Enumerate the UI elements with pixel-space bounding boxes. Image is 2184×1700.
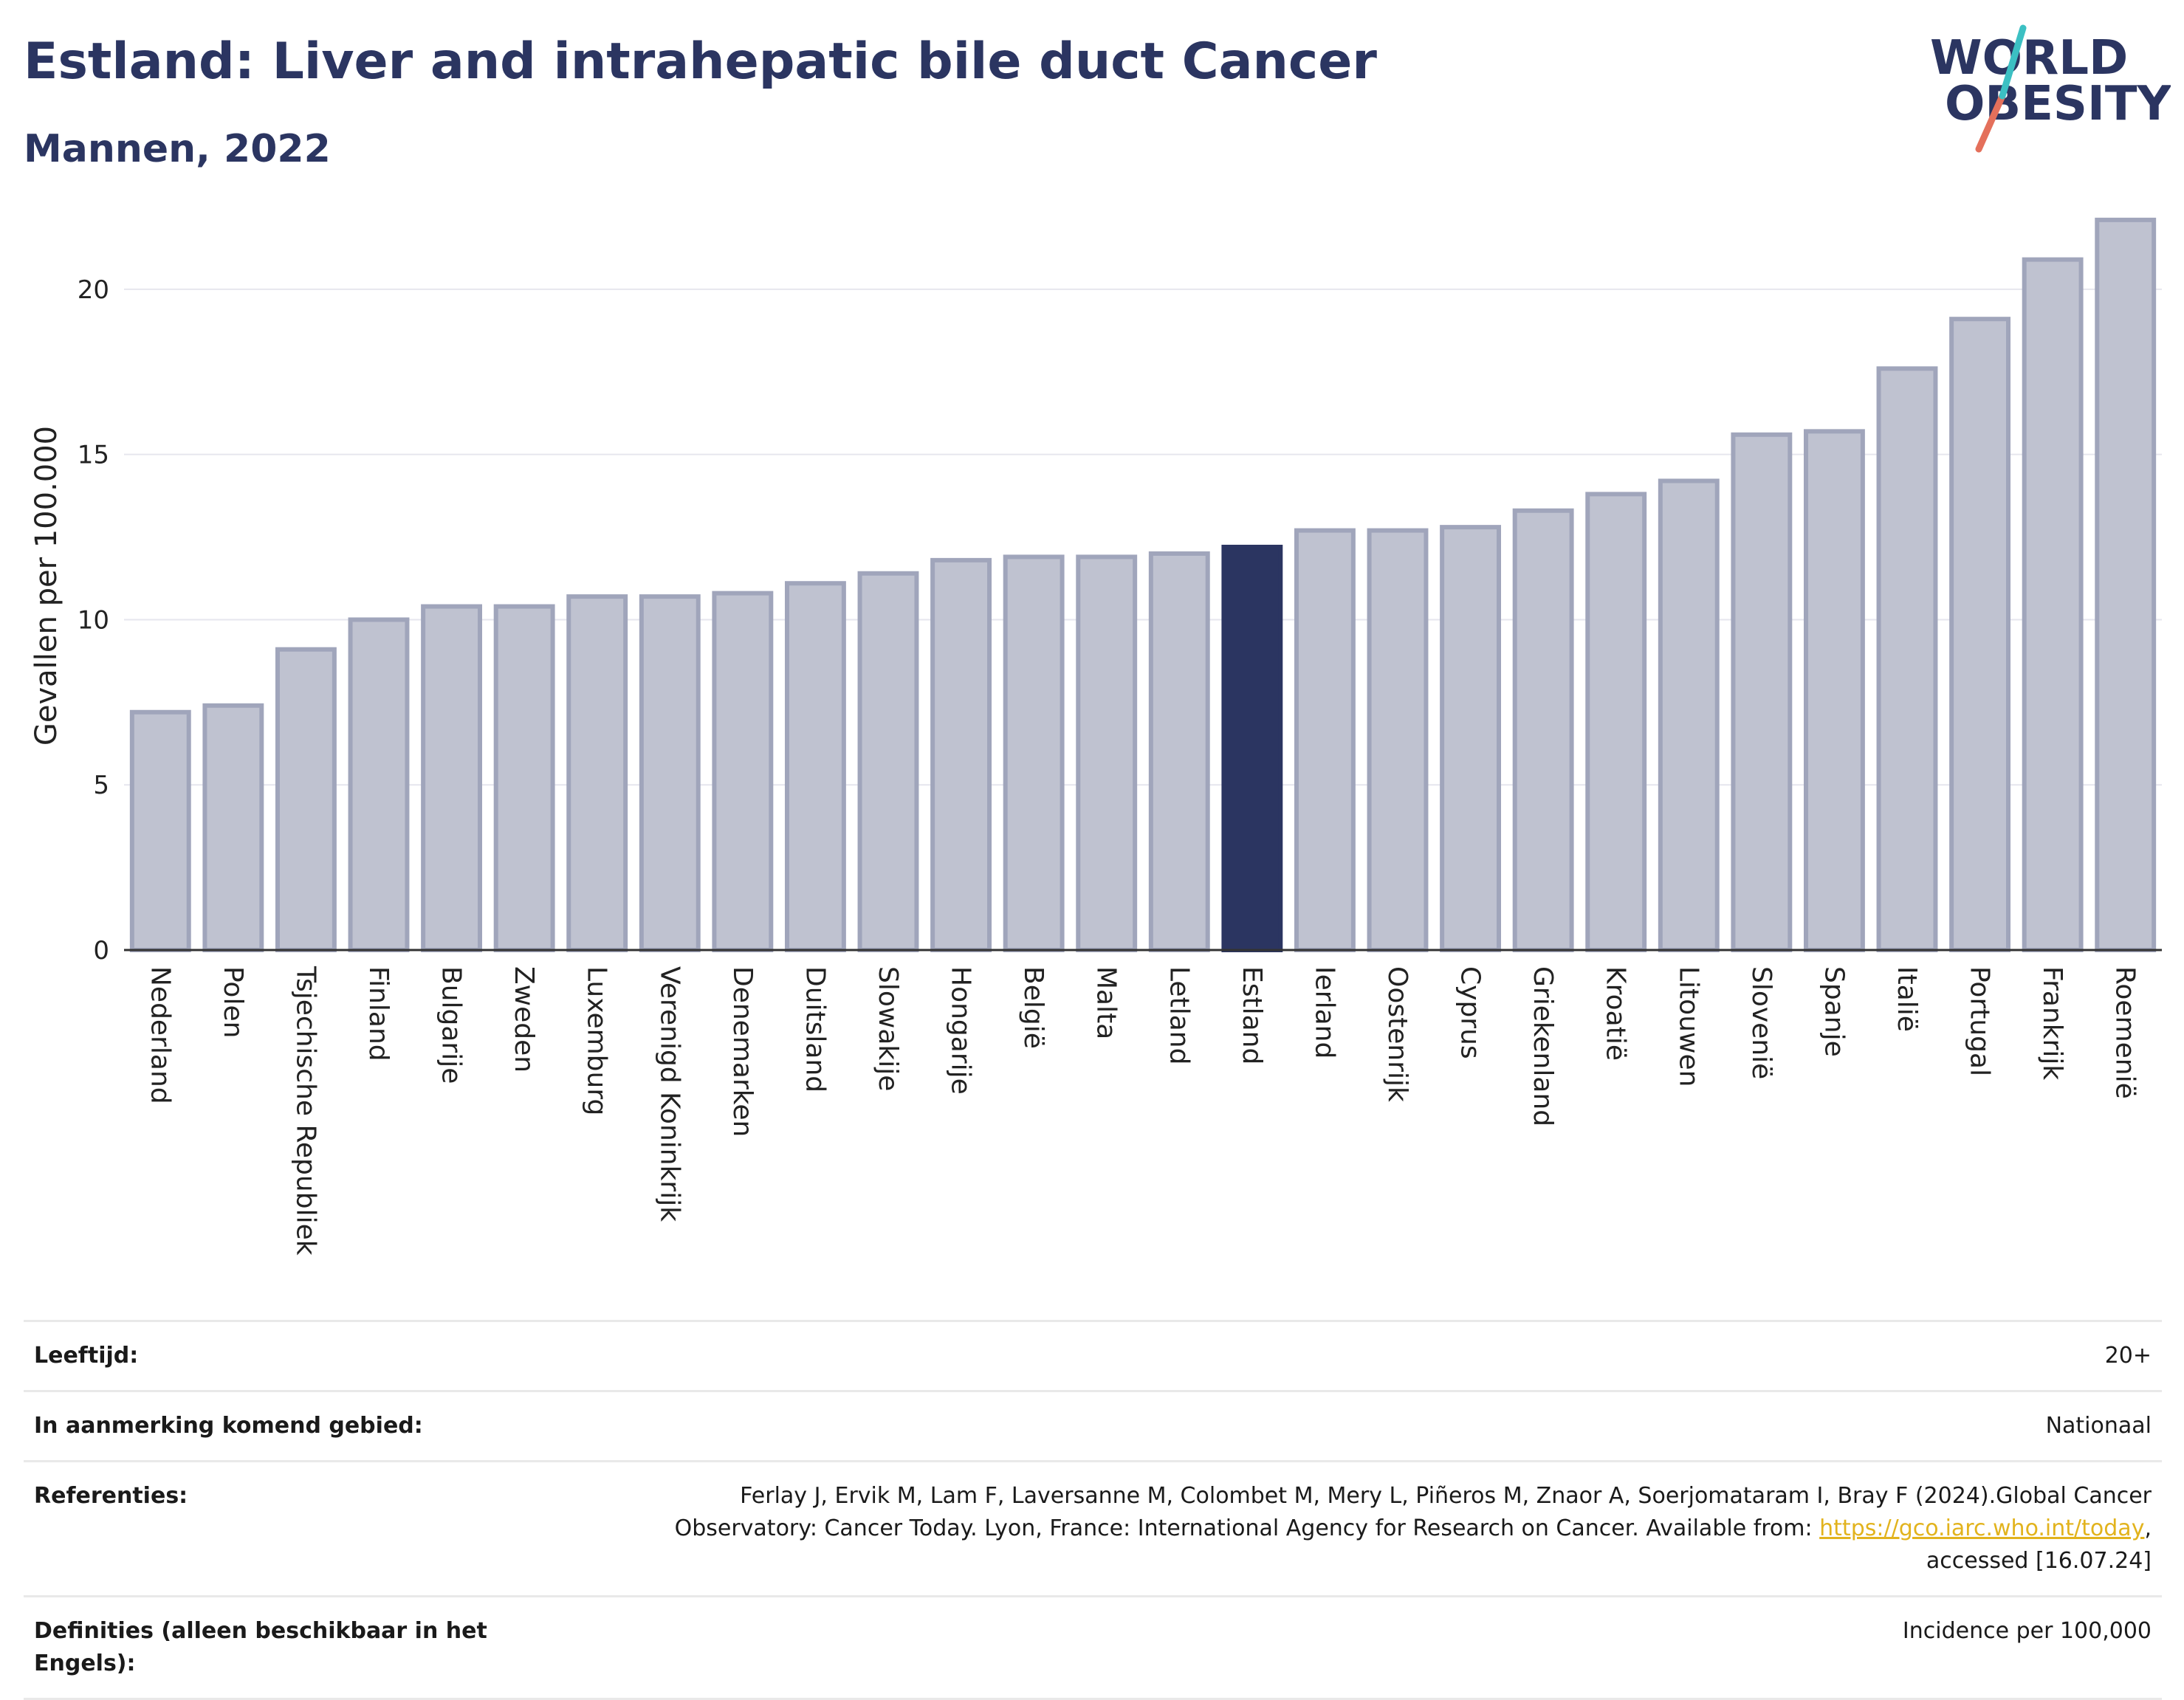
meta-row-references: Referenties: Ferlay J, Ervik M, Lam F, L… — [24, 1460, 2162, 1595]
bar — [1294, 528, 1356, 952]
y-axis-label: Gevallen per 100.000 — [30, 426, 63, 746]
x-tick-label: Hongarije — [946, 966, 976, 1095]
x-tick-label: Oostenrijk — [1382, 966, 1412, 1102]
bar — [1076, 554, 1138, 952]
bar — [493, 604, 555, 952]
x-tick-label: Letland — [1164, 966, 1194, 1064]
x-tick-label: Kroatië — [1601, 966, 1631, 1061]
metadata-table: Leeftijd: 20+ In aanmerking komend gebie… — [24, 1320, 2162, 1700]
bar — [930, 557, 992, 952]
bar — [639, 594, 701, 952]
bar — [566, 594, 628, 952]
bar — [129, 709, 191, 952]
x-tick-label: Slovenië — [1746, 966, 1776, 1079]
bar — [1003, 554, 1065, 952]
definitions-value: Incidence per 100,000 — [1902, 1618, 2152, 1644]
x-tick-label: België — [1018, 966, 1048, 1049]
area-label: In aanmerking komend gebied: — [34, 1413, 423, 1439]
x-tick-label: Roemenië — [2110, 966, 2140, 1099]
bar — [1658, 478, 1720, 952]
meta-row-definitions: Definities (alleen beschikbaar in het En… — [24, 1595, 2162, 1700]
bar — [1731, 432, 1793, 952]
x-tick-label: Spanje — [1819, 966, 1849, 1057]
x-tick-label: Tsjechische Republiek — [290, 966, 320, 1256]
x-tick-label: Italië — [1892, 966, 1922, 1032]
x-tick-label: Malta — [1091, 966, 1122, 1039]
x-tick-label: Litouwen — [1673, 966, 1703, 1087]
bar — [2022, 257, 2084, 952]
bar — [1440, 525, 1502, 952]
reference-text-2: Observatory: Cancer Today. Lyon, France:… — [674, 1515, 1820, 1541]
reference-text-1: Ferlay J, Ervik M, Lam F, Laversanne M, … — [740, 1483, 2152, 1509]
references-value: Ferlay J, Ervik M, Lam F, Laversanne M, … — [527, 1480, 2152, 1577]
meta-row-age: Leeftijd: 20+ — [24, 1320, 2162, 1390]
bar — [275, 647, 337, 952]
x-tick-label: Frankrijk — [2037, 966, 2067, 1080]
bar — [1949, 317, 2011, 952]
bar — [1803, 429, 1865, 952]
bar — [1585, 492, 1647, 952]
age-label: Leeftijd: — [34, 1343, 139, 1369]
x-tick-label: Ierland — [1309, 966, 1339, 1059]
x-tick-label: Cyprus — [1455, 966, 1486, 1059]
bar — [1367, 528, 1429, 952]
logo-line1: WORLD — [1930, 31, 2128, 86]
bar — [857, 571, 919, 953]
y-tick-label: 0 — [93, 936, 109, 966]
bar — [784, 581, 846, 952]
meta-row-area: In aanmerking komend gebied: Nationaal — [24, 1390, 2162, 1460]
x-tick-label: Finland — [363, 966, 394, 1061]
definitions-label: Definities (alleen beschikbaar in het En… — [34, 1618, 487, 1676]
world-obesity-logo: WORLD OBESITY — [1930, 24, 2171, 153]
x-tick-label: Polen — [218, 966, 248, 1038]
page-subtitle: Mannen, 2022 — [24, 127, 331, 171]
reference-text-3: , — [2144, 1515, 2152, 1541]
x-tick-label: Nederland — [145, 966, 175, 1104]
y-tick-label: 10 — [78, 605, 109, 635]
area-value: Nationaal — [2045, 1413, 2152, 1439]
x-tick-label: Portugal — [1965, 966, 1995, 1076]
bar — [712, 591, 774, 952]
age-value: 20+ — [2104, 1343, 2152, 1369]
x-tick-label: Bulgarije — [436, 966, 467, 1084]
bar-chart: 0 5 10 15 20 Gevallen per 100.000 Nederland Pol… — [30, 217, 2162, 1256]
y-tick-label: 15 — [78, 441, 109, 470]
x-tick-label: Griekenland — [1528, 966, 1558, 1126]
x-tick-label: Verenigd Koninkrijk — [654, 966, 684, 1222]
y-tick-label: 20 — [78, 275, 109, 305]
bar — [2095, 217, 2157, 952]
bar — [421, 604, 483, 952]
x-tick-label: Zweden — [509, 966, 539, 1073]
reference-text-4: accessed [16.07.24] — [1926, 1548, 2152, 1574]
y-tick-label: 5 — [93, 771, 109, 800]
reference-link[interactable]: https://gco.iarc.who.int/today — [1819, 1515, 2145, 1541]
logo-line2: OBESITY — [1945, 77, 2171, 131]
bar — [1512, 508, 1574, 952]
x-tick-label: Slowakije — [873, 966, 903, 1091]
page-title: Estland: Liver and intrahepatic bile duc… — [24, 32, 1377, 91]
bar — [202, 703, 264, 952]
x-tick-label: Estland — [1237, 966, 1267, 1064]
bar — [1148, 551, 1210, 952]
x-tick-label: Luxemburg — [582, 966, 612, 1115]
bar — [348, 617, 410, 952]
x-tick-label: Denemarken — [727, 966, 758, 1137]
bar — [1221, 544, 1283, 952]
x-tick-label: Duitsland — [800, 966, 830, 1092]
references-label: Referenties: — [34, 1483, 188, 1509]
bar — [1876, 366, 1938, 952]
